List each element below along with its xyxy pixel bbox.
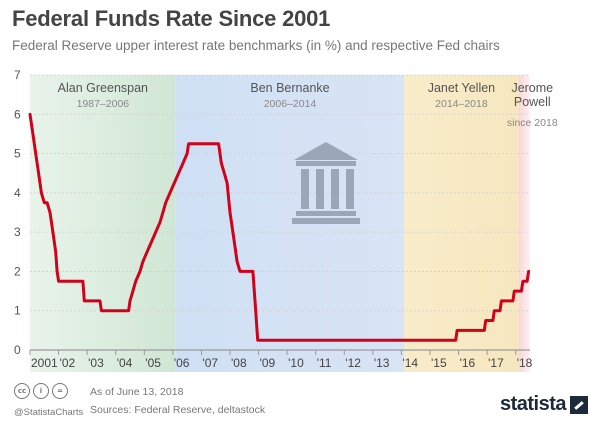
era-band-powell <box>518 75 530 372</box>
y-tick-label: 0 <box>14 343 21 357</box>
no-derivatives-icon: = <box>52 383 68 399</box>
x-tick-label: '12 <box>345 356 361 370</box>
x-tick-label: '02 <box>60 356 76 370</box>
chart-title: Federal Funds Rate Since 2001 <box>12 6 331 31</box>
x-tick-label: '10 <box>288 356 304 370</box>
y-tick-label: 1 <box>14 304 21 318</box>
era-name-powell-1: Powell <box>514 95 551 109</box>
x-tick-label: '04 <box>117 356 133 370</box>
twitter-handle: @StatistaCharts <box>14 407 84 418</box>
x-tick-label: '15 <box>431 356 447 370</box>
x-tick-label: '13 <box>374 356 390 370</box>
era-name-bernanke: Ben Bernanke <box>250 81 329 95</box>
era-name-greenspan: Alan Greenspan <box>58 81 148 95</box>
x-tick-label: '06 <box>174 356 190 370</box>
y-tick-label: 7 <box>14 68 21 82</box>
y-tick-label: 5 <box>14 147 21 161</box>
y-tick-label: 2 <box>14 264 21 278</box>
x-tick-label: '08 <box>231 356 247 370</box>
attribution-icon: i <box>33 383 49 399</box>
statista-logo-icon <box>570 396 588 414</box>
x-tick-label: '16 <box>460 356 476 370</box>
era-years-bernanke: 2006–2014 <box>264 98 317 110</box>
federal-funds-rate-chart: Alan Greenspan 1987–2006 Ben Bernanke 2006–… <box>14 68 558 372</box>
era-band-greenspan <box>30 75 176 372</box>
x-tick-label: '11 <box>317 356 332 370</box>
x-tick-label: '05 <box>145 356 161 370</box>
creative-commons-icons: cc i = <box>14 383 68 399</box>
era-band-bernanke <box>175 75 405 372</box>
era-years-yellen: 2014–2018 <box>435 98 488 110</box>
y-tick-label: 4 <box>14 186 21 200</box>
x-tick-label: '14 <box>402 356 418 370</box>
bank-building-icon <box>292 142 360 224</box>
x-tick-label: '17 <box>488 356 504 370</box>
era-years-powell: since 2018 <box>507 117 558 129</box>
era-name-powell-0: Jerome <box>511 81 553 95</box>
y-tick-label: 6 <box>14 107 21 121</box>
y-tick-label: 3 <box>14 225 21 239</box>
sources-note: Sources: Federal Reserve, deltastock <box>90 404 266 416</box>
x-tick-label: '09 <box>260 356 276 370</box>
x-tick-label: 2001 <box>31 356 58 370</box>
x-tick-label: '18 <box>517 356 533 370</box>
era-band-yellen <box>404 75 519 372</box>
cc-icon: cc <box>14 383 30 399</box>
x-tick-label: '03 <box>88 356 104 370</box>
fed-funds-rate-line <box>28 112 531 342</box>
era-years-greenspan: 1987–2006 <box>77 98 130 110</box>
statista-logo[interactable]: statista <box>499 393 567 415</box>
era-name-yellen: Janet Yellen <box>428 81 495 95</box>
x-tick-label: '07 <box>202 356 218 370</box>
chart-subtitle: Federal Reserve upper interest rate benc… <box>12 38 500 53</box>
date-note: As of June 13, 2018 <box>90 386 184 398</box>
